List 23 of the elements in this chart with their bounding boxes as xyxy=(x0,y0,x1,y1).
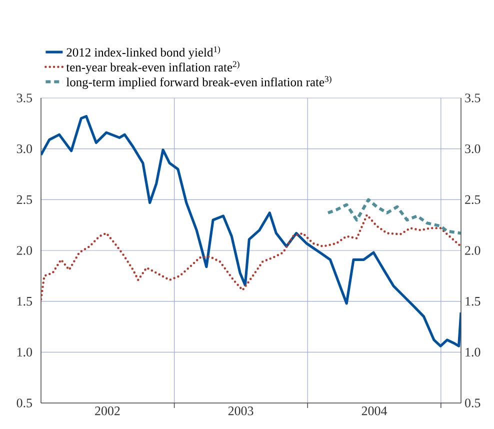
y-tick-label: 1.5 xyxy=(17,296,32,306)
y-tick-label: 3.5 xyxy=(16,94,32,102)
line-series xyxy=(41,214,462,300)
line-series xyxy=(41,115,462,348)
y2-tick-label: 1.0 xyxy=(466,348,480,357)
y2-tick-label: 3.0 xyxy=(465,144,480,154)
y2-tick-label: 0.5 xyxy=(465,398,480,408)
line-series xyxy=(326,198,462,235)
y2-tick-label: 2.5 xyxy=(465,195,480,204)
y-tick-label: 2.5 xyxy=(16,195,32,204)
y2-tick-label: 3.5 xyxy=(465,94,480,102)
legend-label: 2012 index-linked bond yield$^{1)}$ xyxy=(66,46,220,60)
y-tick-label: 0.5 xyxy=(16,398,32,408)
x-tick-label: 2003 xyxy=(228,406,254,416)
y2-tick-label: 1.5 xyxy=(466,296,480,306)
x-tick-label: 2004 xyxy=(362,406,388,416)
y-tick-label: 3.0 xyxy=(16,144,32,154)
y2-tick-label: 2.0 xyxy=(465,246,480,255)
x-tick-label: 2002 xyxy=(95,406,120,416)
y-tick-label: 2.0 xyxy=(16,246,32,255)
legend-label: ten-year break-even inflation rate$^{2)}$ xyxy=(66,60,240,74)
y-tick-label: 1.0 xyxy=(17,348,32,357)
legend-label: long-term implied forward break-even inflation rate$^{3)}$ xyxy=(66,76,332,89)
